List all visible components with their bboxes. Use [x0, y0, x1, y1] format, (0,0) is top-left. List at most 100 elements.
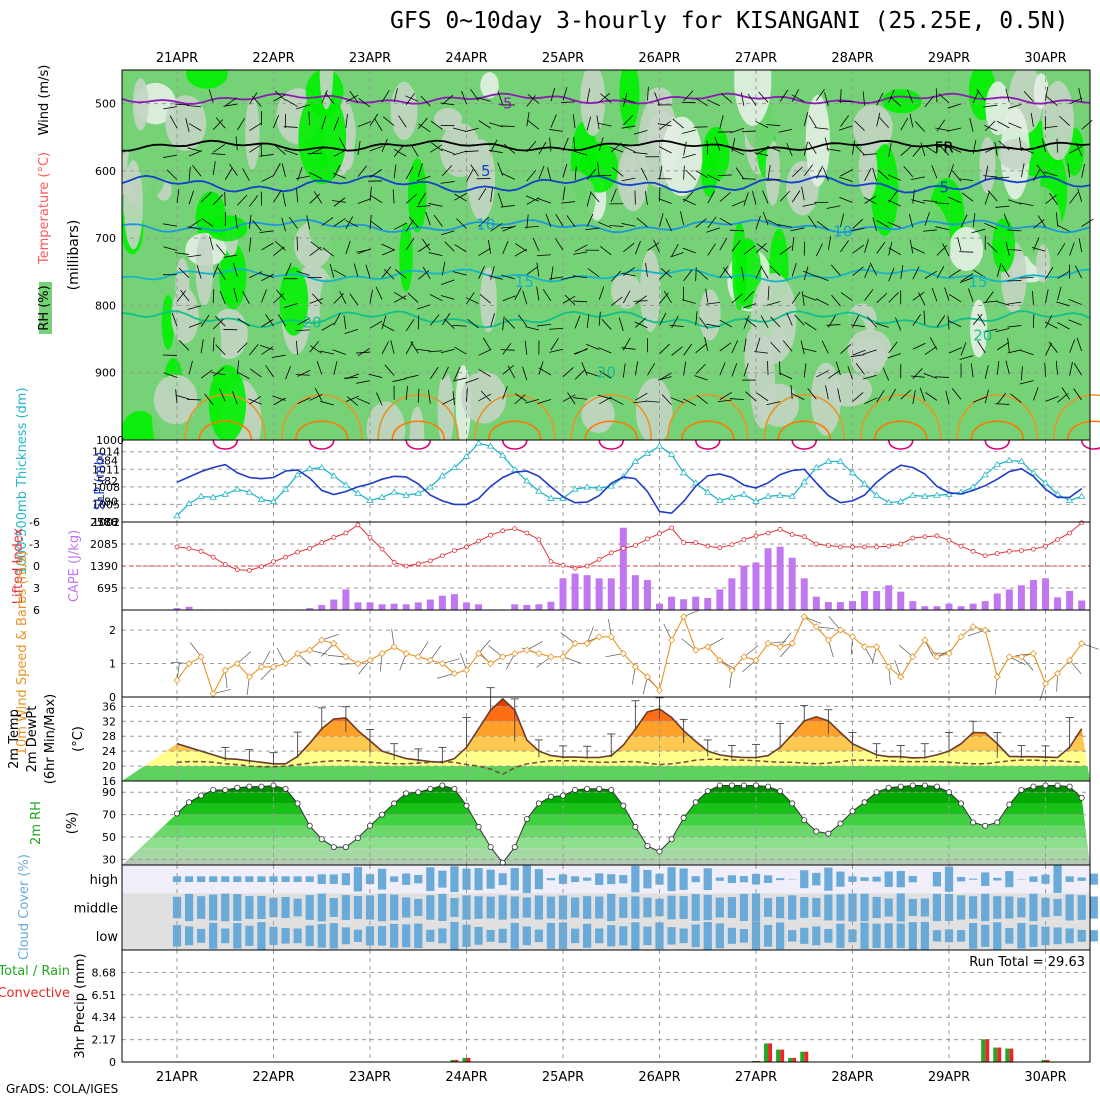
cloud-cell	[1077, 895, 1086, 920]
contour-label: 20	[303, 313, 322, 331]
cloud-cell	[209, 894, 218, 921]
cloud-cell	[981, 893, 990, 922]
wind-marker	[885, 663, 893, 671]
cape-bar	[969, 603, 977, 610]
cloud-cell	[486, 869, 495, 889]
date-label-bottom: 30APR	[1024, 1070, 1066, 1085]
wind-marker	[595, 633, 603, 641]
cloud-cell	[184, 926, 194, 946]
lifted-marker	[657, 531, 662, 537]
precip-convective-bar	[1009, 1048, 1014, 1062]
surface-barb	[804, 616, 822, 624]
cloud-cell	[595, 896, 604, 919]
cloud-cell	[377, 893, 387, 922]
cape-bar	[185, 606, 193, 610]
cloud-cell	[184, 893, 194, 922]
cloud-cell	[800, 927, 809, 944]
lifted-marker	[295, 549, 301, 555]
wind-marker	[655, 686, 664, 694]
temp-contour-lowlevel	[584, 420, 639, 441]
precip-total-bar	[788, 1057, 793, 1062]
rh-bands	[122, 785, 1090, 865]
cloud-cell	[245, 876, 254, 882]
lifted-marker	[319, 540, 325, 545]
rh-marker	[258, 783, 265, 790]
temp-units-label: (°C)	[71, 726, 86, 752]
cloud-cell	[956, 930, 966, 942]
cloud-cell	[257, 896, 266, 919]
rh-marker	[620, 802, 627, 809]
cloud-cell	[522, 926, 531, 946]
rh-marker	[921, 782, 928, 789]
rh-marker	[306, 822, 313, 829]
temp-contour-lowlevel	[956, 394, 1039, 441]
temp-contour-5	[121, 174, 1091, 194]
cloud-cell	[414, 923, 423, 949]
rh-marker	[584, 785, 591, 792]
rh-marker	[680, 814, 687, 821]
wind-marker	[257, 663, 266, 671]
thickness-marker	[909, 491, 917, 498]
rh-tick-label: 30	[102, 853, 116, 866]
lifted-marker	[1018, 548, 1024, 553]
lifted-marker	[464, 544, 469, 550]
surface-barb	[321, 643, 335, 657]
rh-marker	[403, 790, 410, 797]
date-label-top: 21APR	[156, 51, 198, 66]
cloud-cell	[824, 867, 833, 891]
thickness-marker	[981, 471, 989, 478]
cloud-cell	[763, 875, 773, 883]
wind-marker	[354, 659, 362, 668]
cape-bar	[1066, 591, 1074, 610]
wind-marker	[523, 646, 531, 654]
cape-bar	[1042, 578, 1049, 610]
contour-label: 10	[833, 222, 852, 240]
precip-axis-label: 3hr Precip (mm)	[73, 953, 88, 1058]
cloud-cell	[860, 877, 869, 882]
wind-marker	[969, 623, 977, 631]
wind-marker	[1017, 653, 1025, 661]
thickness-marker	[173, 512, 181, 519]
precip-legend-convective: Convective	[0, 986, 70, 1001]
contour-label: 15	[968, 273, 987, 291]
lifted-marker	[898, 541, 904, 547]
lifted-marker	[536, 537, 542, 542]
thickness-marker	[1053, 490, 1062, 497]
rh-marker	[1066, 783, 1073, 790]
lifted-marker	[705, 543, 711, 549]
cape-bar	[511, 604, 519, 610]
cape-tick-label: 2085	[90, 538, 118, 551]
cloud-cell	[245, 896, 254, 919]
wind-marker	[294, 649, 302, 658]
cloud-cell	[474, 896, 483, 919]
cloud-cell	[776, 922, 785, 950]
rh-marker	[632, 823, 639, 830]
slp-tick-label: 1011	[92, 463, 120, 476]
cloud-cell	[426, 867, 435, 892]
rh-marker	[608, 786, 615, 793]
temp-contour-lowlevel	[666, 394, 749, 441]
thickness-marker	[547, 494, 555, 501]
precip-convective-bar	[756, 1060, 760, 1062]
cape-bar	[656, 603, 663, 610]
wind-axis-label: Wind (m/s)	[37, 65, 52, 136]
cloud-cell	[402, 873, 411, 885]
surface-barb	[743, 645, 759, 658]
date-label-top: 22APR	[252, 51, 294, 66]
wind-marker	[667, 636, 676, 644]
cloud-cell	[607, 874, 616, 885]
precip-tick-label: 4.34	[92, 1011, 117, 1024]
cloud-cell	[812, 926, 821, 946]
temp-contour-lowlevel	[212, 439, 239, 450]
dewpoint-line	[176, 758, 1082, 776]
cloud-cell	[1089, 930, 1098, 942]
wind-marker	[474, 649, 483, 658]
temp-contour-15	[121, 268, 1091, 283]
temperature-line	[176, 697, 1083, 765]
wind-marker	[607, 633, 615, 641]
lifted-marker	[452, 548, 457, 553]
rh-marker	[487, 844, 494, 851]
surface-barb	[871, 646, 877, 665]
thickness-marker	[378, 493, 386, 500]
cloud-cell	[414, 898, 423, 917]
